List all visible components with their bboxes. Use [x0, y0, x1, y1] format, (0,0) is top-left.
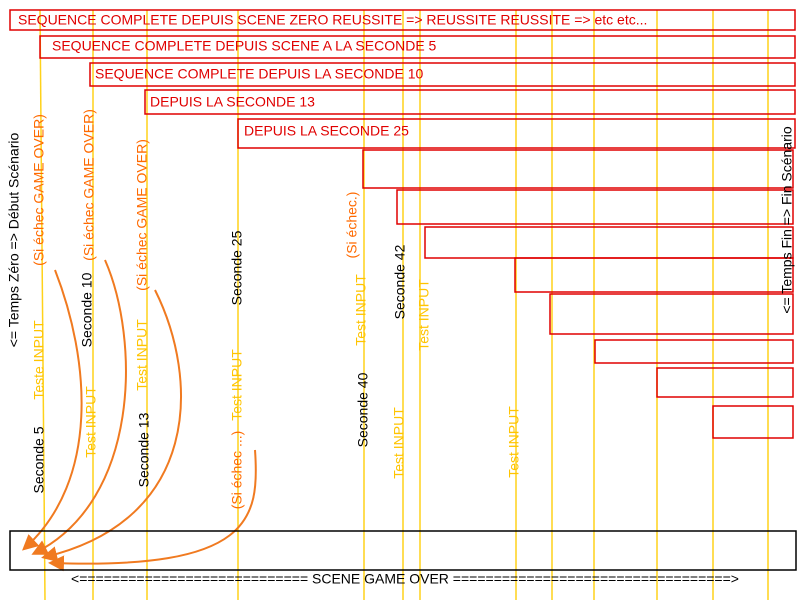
input-label: Test INPUT	[391, 407, 407, 479]
fail-label: (Si échec GAME OVER)	[31, 114, 47, 266]
input-label: Teste INPUT	[31, 320, 47, 400]
start-label: <= Temps Zéro => Début Scénario	[6, 133, 22, 348]
second-label: Seconde 25	[229, 230, 245, 305]
sequence-label: SEQUENCE COMPLETE DEPUIS LA SECONDE 10	[95, 66, 424, 82]
fail-label: (Si échec.)	[344, 192, 360, 259]
timeline-lines	[39, 9, 769, 600]
second-label: Seconde 42	[392, 244, 408, 319]
input-label: Test INPUT	[83, 386, 99, 458]
second-label: Seconde 40	[355, 372, 371, 447]
sequence-label: SEQUENCE COMPLETE DEPUIS SCENE A LA SECO…	[52, 38, 437, 54]
second-label: Seconde 10	[79, 272, 95, 347]
fail-label: (Si échec GAME OVER)	[81, 109, 97, 261]
input-label: Test INPUT	[229, 349, 245, 421]
input-label: Test INPUT	[134, 319, 150, 391]
input-label: Test INPUT	[353, 274, 369, 346]
fail-label: (Si échec ...)	[229, 431, 245, 510]
fail-arrows	[22, 259, 257, 572]
input-label: Test INPUT	[506, 406, 522, 478]
sequence-label: SEQUENCE COMPLETE DEPUIS SCENE ZERO REUS…	[18, 12, 647, 28]
input-label: Test INPUT	[416, 279, 432, 351]
game-over-box	[9, 530, 797, 571]
second-label: Seconde 5	[31, 426, 47, 493]
second-label: Seconde 13	[136, 412, 152, 487]
game-over-label: <============================ SCENE GAME…	[71, 571, 739, 587]
sequence-label: DEPUIS LA SECONDE 25	[244, 123, 409, 139]
fail-label: (Si échec GAME OVER)	[134, 139, 150, 291]
sequence-label: DEPUIS LA SECONDE 13	[150, 94, 315, 110]
sequence-boxes	[9, 9, 796, 439]
end-label: <= Temps Fin => Fin Scénario	[779, 126, 795, 313]
